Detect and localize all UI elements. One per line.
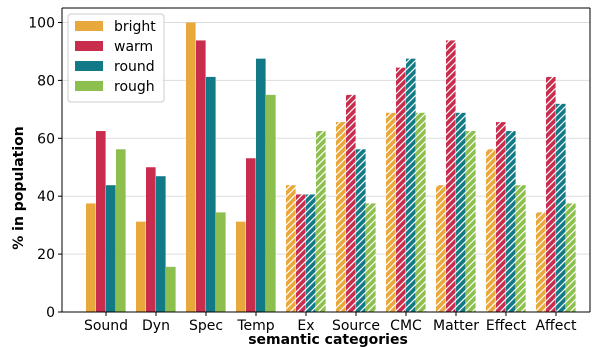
bar-round-temp bbox=[256, 58, 266, 312]
bar-rough-temp bbox=[266, 94, 276, 312]
legend-label-warm: warm bbox=[114, 39, 153, 55]
bar-warm-temp bbox=[246, 158, 256, 312]
x-tick-label: Matter bbox=[433, 318, 479, 334]
bar-rough-source bbox=[366, 203, 376, 312]
bar-round-ex bbox=[306, 194, 316, 312]
bar-round-source bbox=[356, 149, 366, 312]
legend-swatch-round bbox=[75, 61, 103, 71]
bar-round-sound bbox=[106, 185, 116, 312]
x-tick-label: Source bbox=[332, 318, 380, 334]
bar-bright-temp bbox=[236, 221, 246, 312]
bar-bright-cmc bbox=[386, 112, 396, 312]
x-tick-label: CMC bbox=[390, 318, 422, 334]
legend: bright warm round rough bbox=[67, 13, 165, 103]
bar-warm-matter bbox=[446, 40, 456, 312]
x-tick-label: Spec bbox=[189, 318, 223, 334]
legend-label-rough: rough bbox=[114, 79, 155, 95]
bars bbox=[86, 22, 576, 312]
bar-bright-spec bbox=[186, 22, 196, 312]
bar-round-effect bbox=[506, 131, 516, 312]
x-tick-label: Ex bbox=[297, 318, 314, 334]
bar-warm-cmc bbox=[396, 67, 406, 312]
bar-rough-sound bbox=[116, 149, 126, 312]
y-tick-label: 80 bbox=[37, 73, 55, 89]
bar-bright-effect bbox=[486, 149, 496, 312]
x-tick-label: Dyn bbox=[142, 318, 170, 334]
bar-rough-dyn bbox=[166, 266, 176, 312]
y-tick-label: 20 bbox=[37, 247, 55, 263]
y-tick-label: 0 bbox=[46, 305, 55, 321]
axes bbox=[58, 7, 591, 316]
bar-bright-matter bbox=[436, 185, 446, 312]
bar-rough-matter bbox=[466, 131, 476, 312]
bar-round-spec bbox=[206, 76, 216, 312]
bar-warm-sound bbox=[96, 131, 106, 312]
bar-round-dyn bbox=[156, 176, 166, 312]
bar-warm-spec bbox=[196, 40, 206, 312]
bar-rough-effect bbox=[516, 185, 526, 312]
bar-rough-spec bbox=[216, 212, 226, 312]
bar-round-cmc bbox=[406, 58, 416, 312]
bar-bright-source bbox=[336, 122, 346, 312]
bar-warm-dyn bbox=[146, 167, 156, 312]
legend-box bbox=[67, 13, 165, 103]
legend-label-bright: bright bbox=[114, 19, 156, 35]
legend-swatch-warm bbox=[75, 41, 103, 51]
bar-bright-sound bbox=[86, 203, 96, 312]
tick-labels: 0 20 40 60 80 100 Sound Dyn Spec Temp Ex Source CMC M… bbox=[28, 15, 577, 334]
x-tick-label: Effect bbox=[486, 318, 527, 334]
bar-rough-cmc bbox=[416, 112, 426, 312]
y-axis-title: % in population bbox=[11, 126, 27, 250]
legend-swatch-rough bbox=[75, 81, 103, 91]
x-tick-label: Temp bbox=[236, 318, 274, 334]
y-tick-label: 40 bbox=[37, 189, 55, 205]
bar-round-affect bbox=[556, 103, 566, 312]
bar-bright-affect bbox=[536, 212, 546, 312]
legend-label-round: round bbox=[114, 59, 155, 75]
bar-round-matter bbox=[456, 112, 466, 312]
bar-rough-affect bbox=[566, 203, 576, 312]
y-tick-label: 100 bbox=[28, 15, 55, 31]
bar-warm-source bbox=[346, 94, 356, 312]
bar-warm-ex bbox=[296, 194, 306, 312]
bar-bright-dyn bbox=[136, 221, 146, 312]
bar-warm-affect bbox=[546, 76, 556, 312]
legend-swatch-bright bbox=[75, 21, 103, 31]
x-tick-label: Affect bbox=[535, 318, 577, 334]
x-tick-label: Sound bbox=[84, 318, 128, 334]
y-tick-label: 60 bbox=[37, 131, 55, 147]
bar-rough-ex bbox=[316, 131, 326, 312]
bar-bright-ex bbox=[286, 185, 296, 312]
bar-warm-effect bbox=[496, 122, 506, 312]
x-axis-title: semantic categories bbox=[248, 332, 408, 347]
